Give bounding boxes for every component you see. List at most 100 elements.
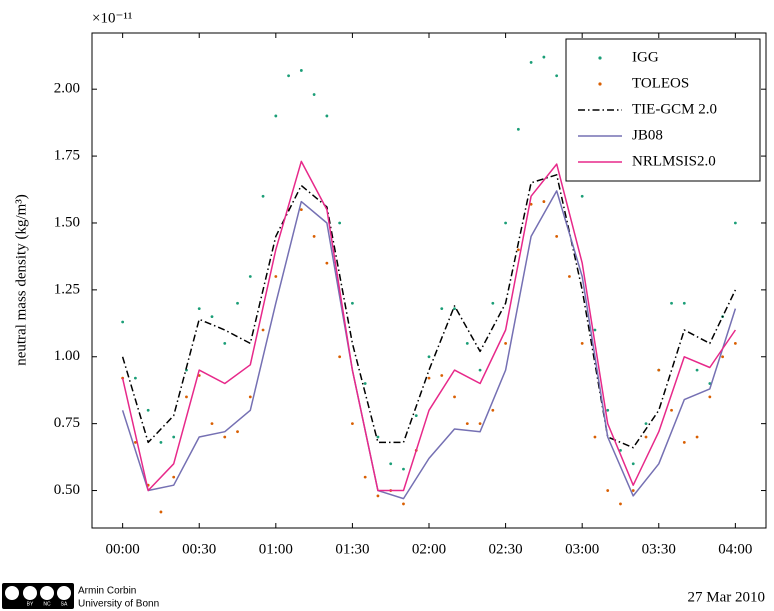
data-point [606, 489, 610, 492]
data-point [593, 328, 597, 332]
data-point [312, 93, 316, 96]
data-point [248, 275, 252, 278]
legend-label: JB08 [632, 127, 663, 143]
data-point [121, 320, 125, 324]
series-line [121, 190, 737, 500]
y-tick-label: 0.50 [54, 482, 80, 498]
data-point [516, 248, 520, 252]
data-point [580, 341, 584, 345]
data-point [555, 74, 559, 78]
data-point [210, 315, 214, 319]
data-point [197, 307, 201, 310]
data-point [682, 301, 686, 305]
legend-label: IGG [632, 49, 659, 65]
data-point [542, 55, 546, 59]
data-point [606, 408, 610, 412]
x-tick-label: 00:30 [182, 541, 216, 557]
license-badge: BY NC SA [2, 583, 74, 609]
data-point [670, 408, 673, 412]
data-point [338, 355, 342, 359]
data-point [146, 408, 150, 412]
data-point [619, 502, 622, 506]
data-point [427, 355, 431, 359]
data-point [670, 301, 673, 305]
data-point [274, 275, 278, 278]
y-tick-label: 0.75 [54, 415, 80, 431]
y-tick-label: 1.25 [54, 281, 80, 297]
data-point [185, 395, 188, 399]
data-point [223, 341, 227, 345]
data-point [631, 489, 635, 492]
data-point [248, 395, 252, 399]
x-tick-label: 02:30 [489, 541, 523, 557]
data-point [159, 440, 163, 444]
data-point [465, 422, 469, 426]
credit-affiliation: University of Bonn [78, 599, 159, 610]
y-tick-label: 1.75 [54, 148, 80, 164]
legend-swatch [598, 82, 602, 86]
data-point [236, 301, 239, 305]
data-point [376, 494, 380, 498]
data-point [325, 114, 329, 118]
data-point [287, 74, 290, 78]
legend-label: NRLMSIS2.0 [632, 153, 716, 169]
data-point [134, 440, 137, 444]
data-point [440, 374, 444, 377]
data-point [325, 261, 329, 265]
data-point [261, 328, 265, 332]
data-point [453, 395, 456, 399]
data-point [542, 200, 546, 203]
series-line [121, 174, 737, 449]
y-multiplier: ×10⁻¹¹ [92, 10, 132, 26]
data-point [376, 435, 380, 439]
data-point [402, 467, 405, 471]
license-text: NC [43, 601, 51, 607]
data-point [172, 475, 176, 479]
data-point [261, 194, 265, 198]
x-tick-label: 04:00 [718, 541, 752, 557]
data-point [172, 435, 176, 439]
data-point [478, 422, 482, 426]
y-axis-label: neutral mass density (kg/m³) [13, 194, 29, 366]
data-point [644, 435, 648, 439]
data-point [134, 376, 137, 380]
data-point [351, 422, 354, 426]
data-point [695, 368, 699, 372]
legend-swatch [598, 56, 602, 60]
data-point [453, 307, 456, 310]
data-point [274, 114, 278, 118]
data-point [159, 510, 163, 514]
data-point [299, 208, 303, 211]
data-point [733, 221, 737, 225]
credit-name: Armin Corbin [78, 586, 136, 597]
license-text: SA [61, 601, 68, 607]
data-point [644, 422, 648, 426]
data-point [491, 408, 495, 412]
x-tick-label: 01:30 [335, 541, 369, 557]
data-point [708, 395, 712, 399]
data-point [236, 430, 239, 434]
data-point [593, 435, 597, 439]
data-point [363, 475, 367, 479]
data-point [465, 341, 469, 345]
y-tick-label: 1.50 [54, 214, 80, 230]
x-tick-label: 02:00 [412, 541, 446, 557]
data-point [504, 221, 507, 225]
x-tick-label: 00:00 [106, 541, 140, 557]
data-point [299, 69, 303, 72]
y-tick-label: 2.00 [54, 81, 80, 97]
x-tick-label: 03:00 [565, 541, 599, 557]
data-point [580, 194, 584, 198]
data-point [721, 355, 724, 359]
data-point [529, 61, 533, 64]
data-point [516, 127, 520, 131]
legend-label: TOLEOS [632, 75, 689, 91]
data-point [363, 382, 367, 385]
data-point [682, 440, 686, 444]
data-point [338, 221, 342, 225]
x-tick-label: 03:30 [642, 541, 676, 557]
data-point [504, 341, 507, 345]
data-point [427, 376, 431, 380]
legend: IGG TOLEOS TIE-GCM 2.0 JB08 NRLMSIS2.0 [565, 38, 761, 182]
